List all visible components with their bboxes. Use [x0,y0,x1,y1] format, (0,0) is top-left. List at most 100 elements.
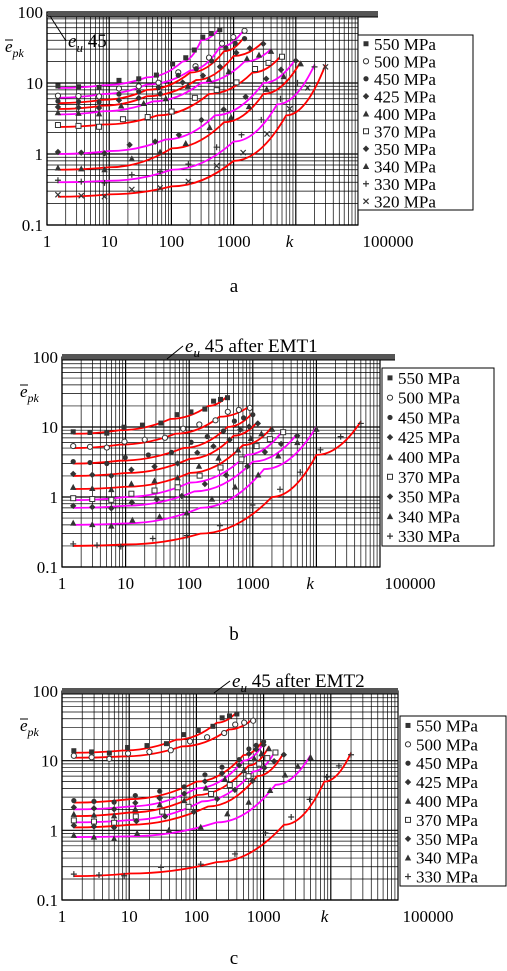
y-tick-label: 10 [41,752,58,771]
data-point [101,179,108,186]
data-point [322,63,329,70]
data-point [191,47,197,53]
data-point [129,516,136,523]
data-point [151,477,158,484]
data-point [225,68,232,75]
data-point [96,84,102,90]
plot-frame [61,690,399,901]
data-point [124,750,132,757]
data-point [128,480,135,487]
y-tick-label: 10 [26,74,43,93]
data-point [174,460,181,467]
fit-curve [73,711,238,754]
data-point [193,66,199,72]
data-point [277,486,284,493]
x-tick-label: 100 [159,232,185,251]
legend-marker [362,145,370,152]
data-point [244,463,251,470]
data-point [335,762,342,769]
data-point [280,73,287,80]
data-point [117,543,124,550]
data-point [233,49,240,56]
data-point [250,412,256,418]
limit-label-rest: 45 after EMT2 [247,671,365,692]
data-point [175,72,181,78]
data-point [198,116,205,124]
x-tick-label: 1000 [217,232,251,251]
data-point [264,755,271,762]
data-point [227,113,235,120]
data-point [54,103,62,111]
y-tick-label: 1 [35,145,44,164]
legend-marker [362,110,370,117]
data-point [238,131,245,138]
data-point [180,425,187,432]
data-point [206,124,213,131]
data-point [348,751,355,758]
legend-entry-label: 550 MPa [416,716,478,735]
legend-entry-label: 450 MPa [398,408,460,427]
data-point [297,469,304,476]
data-point [70,495,77,502]
legend-marker [405,722,411,728]
data-point [153,72,159,78]
data-point [220,428,227,434]
data-point [91,798,97,804]
limit-label-rest: 45 after EMT1 [200,336,318,357]
data-point [204,734,211,741]
data-point [281,771,289,778]
data-point [202,784,210,791]
data-point [230,34,237,41]
legend-marker [386,513,394,520]
data-point [195,462,203,469]
data-point [70,817,77,824]
data-point [185,803,192,810]
data-point [108,496,115,503]
data-point [241,719,248,726]
data-point [157,184,164,191]
legend-entry-label: 550 MPa [374,35,436,54]
data-point [156,801,163,808]
legend-marker [363,76,369,82]
data-point [237,426,244,434]
y-axis-label: epk [20,382,40,405]
legend-entry-label: 400 MPa [374,105,436,124]
data-point [157,168,164,175]
legend-box [357,34,474,211]
data-point [202,772,208,778]
data-point [115,85,123,92]
data-point [297,60,304,67]
data-point [245,423,253,430]
data-point [208,790,215,797]
data-point [218,40,226,47]
data-point [255,51,263,58]
data-point [249,501,256,508]
data-point [96,99,102,105]
data-point [180,790,188,797]
legend-entry-label: 425 MPa [398,428,460,447]
data-point [155,79,162,86]
legend-entry-label: 400 MPa [398,448,460,467]
data-point [70,871,77,878]
subplot-label: a [230,276,239,297]
data-point [161,813,169,820]
series-group [54,27,329,200]
data-point [270,758,278,765]
data-point [145,452,151,458]
data-point [238,456,245,463]
legend-marker [404,854,412,861]
data-point [88,754,95,761]
y-axis-label-e: e [5,37,13,56]
data-point [75,122,82,129]
data-point [260,741,267,749]
data-point [70,831,78,838]
data-point [277,95,284,102]
data-point [133,817,140,825]
y-tick-label: 1 [50,488,59,507]
data-point [121,872,128,879]
data-point [70,540,77,547]
data-point [168,449,175,455]
legend-marker [404,797,412,804]
data-point [181,732,187,738]
data-point [275,452,282,459]
